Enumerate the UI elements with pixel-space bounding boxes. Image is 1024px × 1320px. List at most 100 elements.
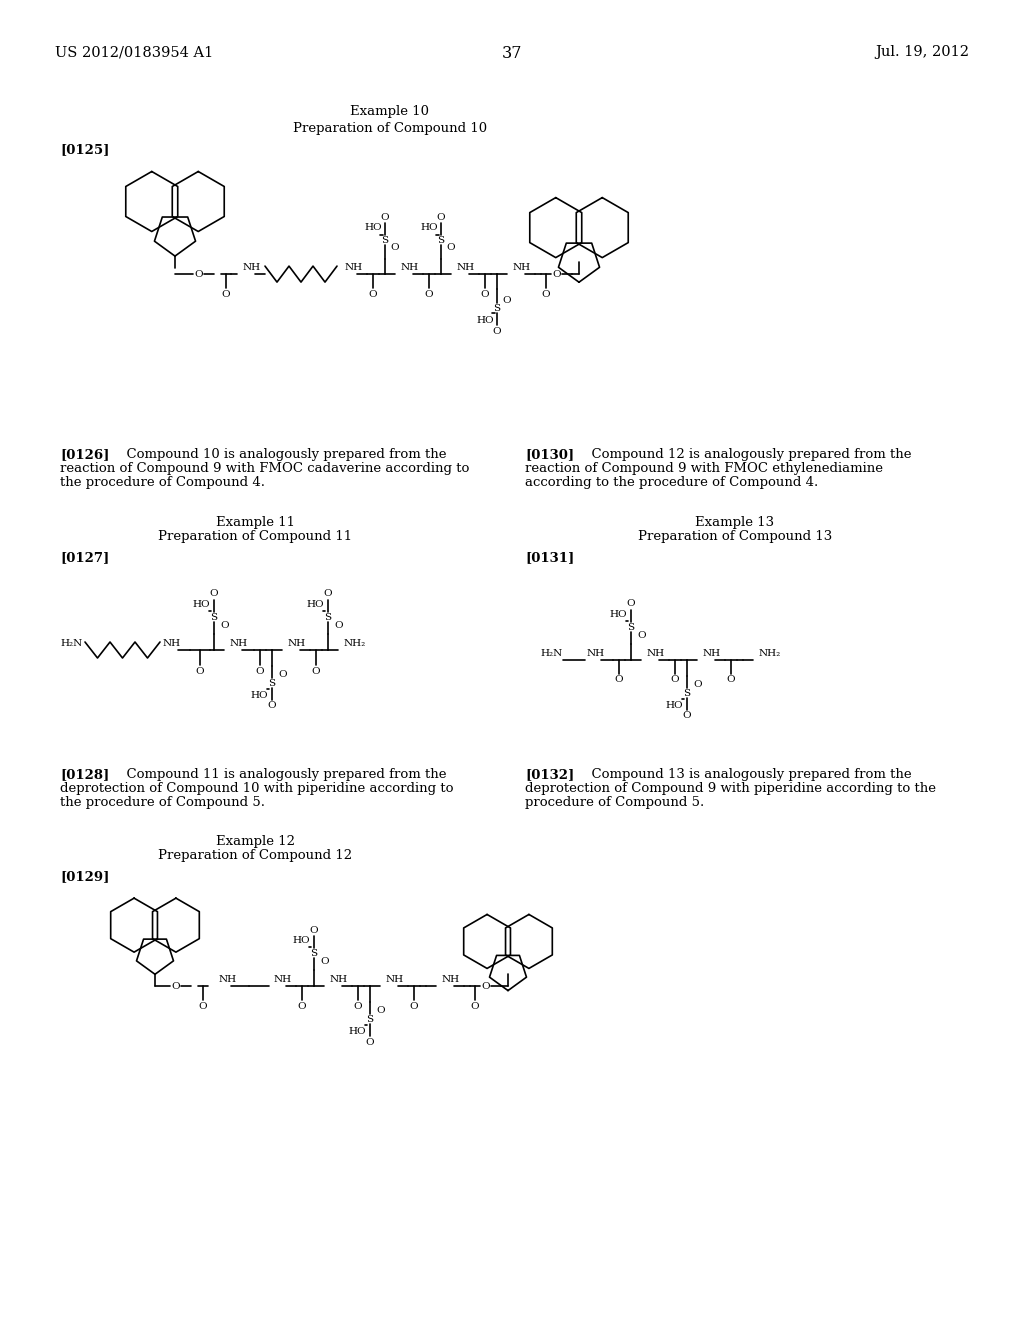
Text: O: O — [256, 667, 264, 676]
Text: Compound 13 is analogously prepared from the: Compound 13 is analogously prepared from… — [583, 768, 911, 781]
Text: NH: NH — [274, 975, 292, 985]
Text: [0128]: [0128] — [60, 768, 110, 781]
Text: O: O — [353, 1002, 362, 1011]
Text: NH: NH — [442, 975, 460, 985]
Text: O: O — [671, 676, 679, 685]
Text: S: S — [325, 612, 332, 622]
Text: O: O — [220, 620, 228, 630]
Text: O: O — [637, 631, 645, 640]
Text: O: O — [199, 1002, 207, 1011]
Text: O: O — [324, 590, 333, 598]
Text: Compound 10 is analogously prepared from the: Compound 10 is analogously prepared from… — [118, 447, 446, 461]
Text: S: S — [628, 623, 635, 631]
Text: O: O — [390, 243, 398, 252]
Text: NH₂: NH₂ — [759, 649, 781, 657]
Text: HO: HO — [666, 701, 683, 710]
Text: [0129]: [0129] — [60, 870, 110, 883]
Text: reaction of Compound 9 with FMOC ethylenediamine: reaction of Compound 9 with FMOC ethylen… — [525, 462, 883, 475]
Text: S: S — [268, 678, 275, 688]
Text: O: O — [334, 620, 343, 630]
Text: NH: NH — [703, 649, 721, 657]
Text: Preparation of Compound 11: Preparation of Compound 11 — [158, 531, 352, 543]
Text: the procedure of Compound 4.: the procedure of Compound 4. — [60, 477, 265, 488]
Text: NH: NH — [243, 263, 261, 272]
Text: S: S — [683, 689, 690, 697]
Text: O: O — [376, 1006, 385, 1015]
Text: O: O — [410, 1002, 419, 1011]
Text: O: O — [172, 982, 180, 991]
Text: HO: HO — [348, 1027, 366, 1036]
Text: NH: NH — [513, 263, 531, 272]
Text: NH: NH — [647, 649, 666, 657]
Text: O: O — [278, 671, 287, 678]
Text: S: S — [211, 612, 217, 622]
Text: O: O — [267, 701, 276, 710]
Text: Compound 11 is analogously prepared from the: Compound 11 is analogously prepared from… — [118, 768, 446, 781]
Text: S: S — [437, 235, 444, 244]
Text: NH: NH — [288, 639, 306, 648]
Text: O: O — [381, 213, 389, 222]
Text: Preparation of Compound 13: Preparation of Compound 13 — [638, 531, 833, 543]
Text: 37: 37 — [502, 45, 522, 62]
Text: HO: HO — [421, 223, 438, 232]
Text: O: O — [627, 599, 635, 609]
Text: O: O — [210, 590, 218, 598]
Text: NH₂: NH₂ — [344, 639, 367, 648]
Text: Compound 12 is analogously prepared from the: Compound 12 is analogously prepared from… — [583, 447, 911, 461]
Text: NH: NH — [330, 975, 348, 985]
Text: S: S — [367, 1015, 374, 1024]
Text: O: O — [369, 289, 377, 298]
Text: [0125]: [0125] — [60, 143, 110, 156]
Text: procedure of Compound 5.: procedure of Compound 5. — [525, 796, 705, 809]
Text: O: O — [446, 243, 455, 252]
Text: O: O — [425, 289, 433, 298]
Text: O: O — [319, 957, 329, 966]
Text: O: O — [480, 289, 489, 298]
Text: Example 13: Example 13 — [695, 516, 774, 529]
Text: NH: NH — [587, 649, 605, 657]
Text: HO: HO — [293, 936, 310, 945]
Text: O: O — [693, 680, 701, 689]
Text: Example 10: Example 10 — [350, 106, 429, 117]
Text: [0130]: [0130] — [525, 447, 574, 461]
Text: US 2012/0183954 A1: US 2012/0183954 A1 — [55, 45, 213, 59]
Text: S: S — [310, 949, 317, 958]
Text: O: O — [436, 213, 445, 222]
Text: NH: NH — [230, 639, 248, 648]
Text: O: O — [614, 676, 624, 685]
Text: H₂N: H₂N — [60, 639, 82, 648]
Text: deprotection of Compound 9 with piperidine according to the: deprotection of Compound 9 with piperidi… — [525, 781, 936, 795]
Text: O: O — [298, 1002, 306, 1011]
Text: H₂N: H₂N — [540, 649, 562, 657]
Text: O: O — [542, 289, 550, 298]
Text: NH: NH — [457, 263, 475, 272]
Text: O: O — [366, 1038, 375, 1047]
Text: Example 11: Example 11 — [215, 516, 295, 529]
Text: O: O — [471, 1002, 479, 1011]
Text: reaction of Compound 9 with FMOC cadaverine according to: reaction of Compound 9 with FMOC cadaver… — [60, 462, 469, 475]
Text: NH: NH — [345, 263, 364, 272]
Text: O: O — [311, 667, 321, 676]
Text: O: O — [195, 269, 204, 279]
Text: HO: HO — [365, 223, 382, 232]
Text: HO: HO — [193, 601, 210, 609]
Text: NH: NH — [401, 263, 419, 272]
Text: S: S — [494, 304, 501, 313]
Text: Preparation of Compound 10: Preparation of Compound 10 — [293, 121, 487, 135]
Text: O: O — [481, 982, 490, 991]
Text: NH: NH — [219, 975, 238, 985]
Text: O: O — [553, 269, 561, 279]
Text: O: O — [196, 667, 205, 676]
Text: NH: NH — [163, 639, 181, 648]
Text: Jul. 19, 2012: Jul. 19, 2012 — [874, 45, 969, 59]
Text: Preparation of Compound 12: Preparation of Compound 12 — [158, 849, 352, 862]
Text: HO: HO — [251, 690, 268, 700]
Text: the procedure of Compound 5.: the procedure of Compound 5. — [60, 796, 265, 809]
Text: HO: HO — [609, 610, 627, 619]
Text: [0132]: [0132] — [525, 768, 574, 781]
Text: HO: HO — [476, 315, 494, 325]
Text: S: S — [381, 235, 388, 244]
Text: O: O — [309, 925, 318, 935]
Text: [0126]: [0126] — [60, 447, 110, 461]
Text: O: O — [221, 289, 230, 298]
